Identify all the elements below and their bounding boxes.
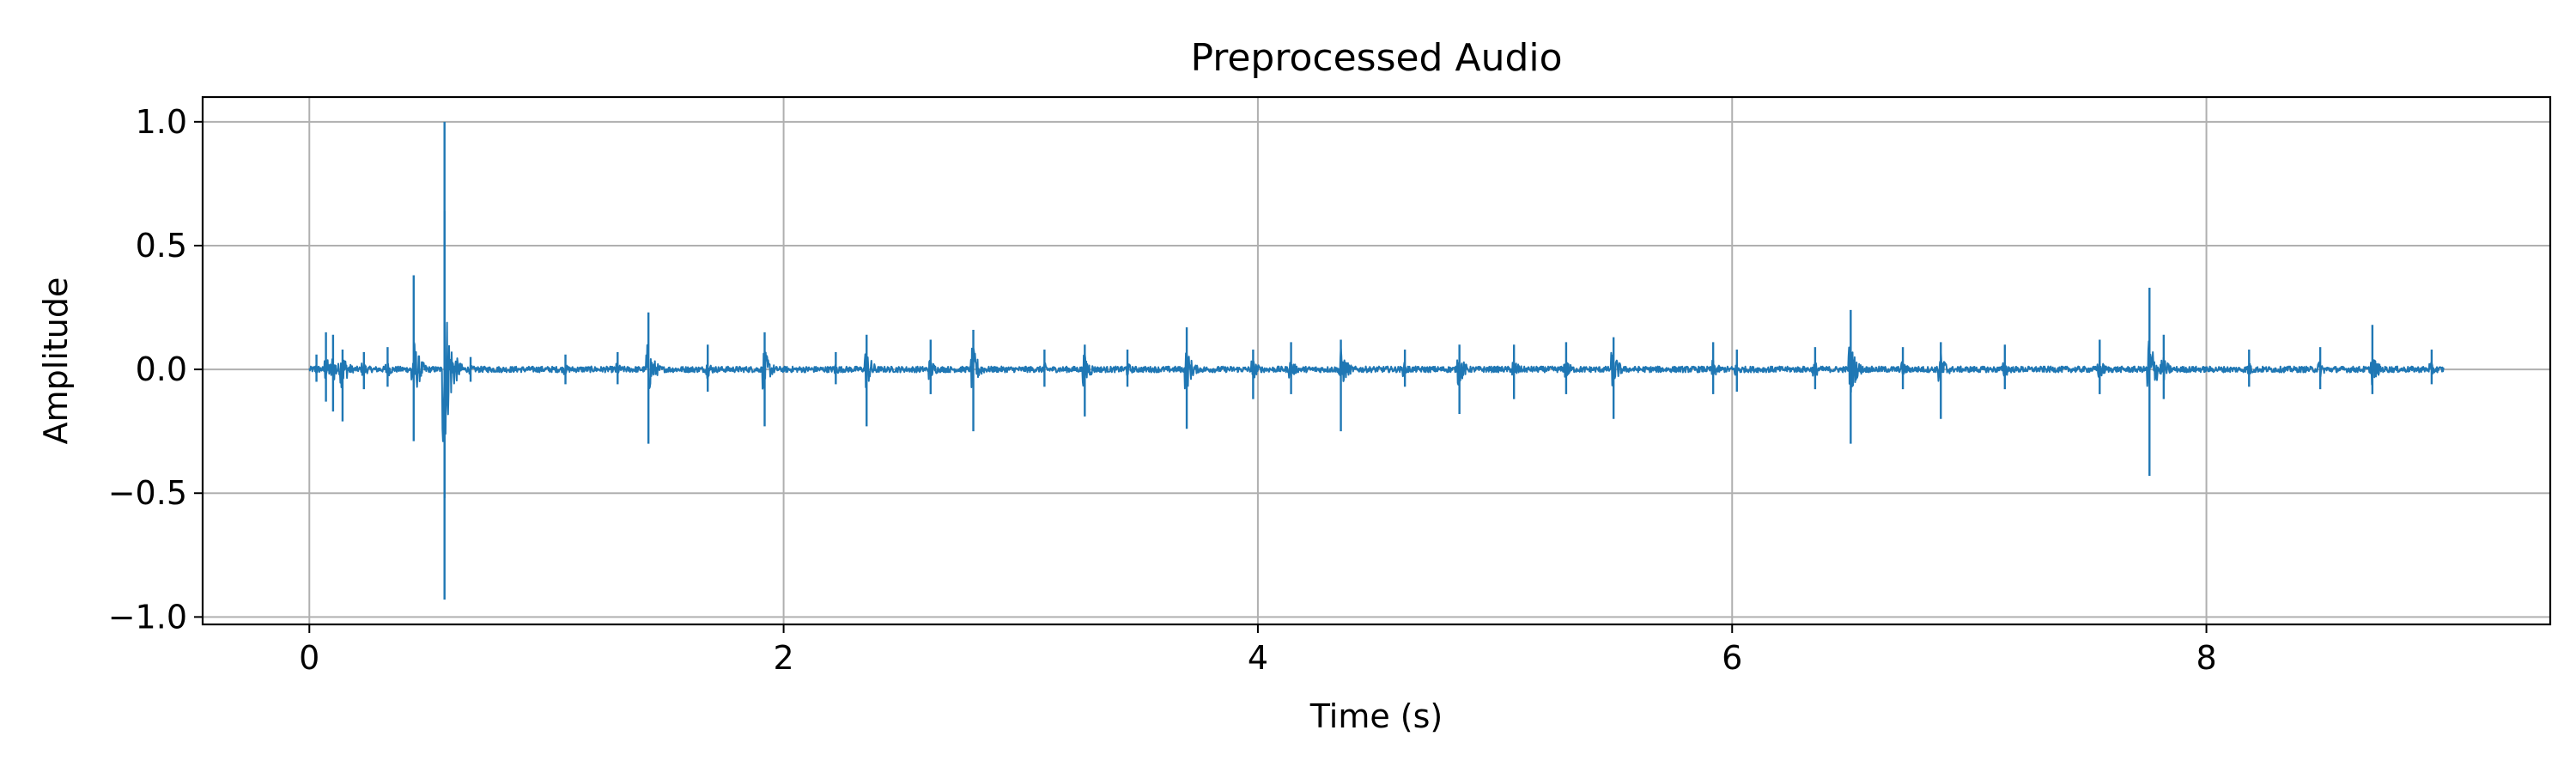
x-axis-label: Time (s): [1309, 697, 1443, 735]
grid: [203, 97, 2550, 624]
series-layer: [308, 121, 2445, 600]
x-tick-label: 6: [1722, 639, 1742, 677]
y-tick-label: 1.0: [136, 103, 187, 141]
y-axis-label: Amplitude: [37, 277, 75, 445]
plot-frame: [201, 95, 2552, 626]
y-tick-label: −1.0: [108, 598, 187, 636]
x-tick-label: 0: [299, 639, 319, 677]
x-tick-label: 8: [2196, 639, 2216, 677]
y-tick-label: 0.0: [136, 350, 187, 388]
x-tick-label: 4: [1248, 639, 1268, 677]
chart-title: Preprocessed Audio: [1190, 36, 1562, 80]
x-tick-label: 2: [774, 639, 794, 677]
ticks: 0 2 4 6 8 1.0 0.5 0.0 −0.5 −1.0: [108, 103, 2217, 677]
y-tick-label: −0.5: [108, 474, 187, 512]
y-tick-label: 0.5: [136, 227, 187, 265]
waveform-line: [308, 321, 2445, 442]
